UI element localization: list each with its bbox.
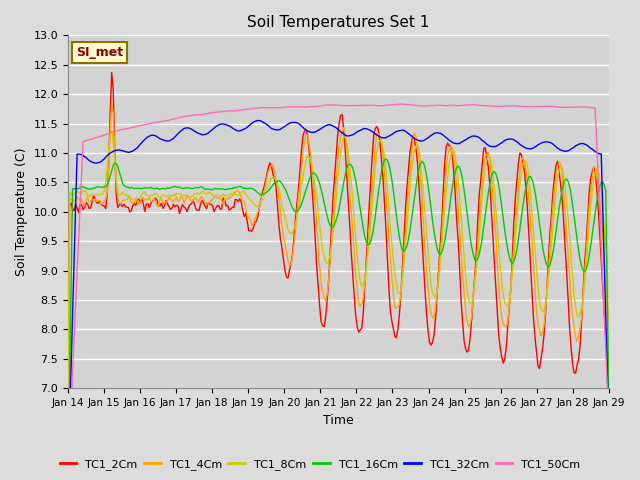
Text: SI_met: SI_met bbox=[76, 46, 124, 59]
X-axis label: Time: Time bbox=[323, 414, 354, 427]
Legend: TC1_2Cm, TC1_4Cm, TC1_8Cm, TC1_16Cm, TC1_32Cm, TC1_50Cm: TC1_2Cm, TC1_4Cm, TC1_8Cm, TC1_16Cm, TC1… bbox=[55, 455, 585, 474]
Y-axis label: Soil Temperature (C): Soil Temperature (C) bbox=[15, 147, 28, 276]
Title: Soil Temperatures Set 1: Soil Temperatures Set 1 bbox=[247, 15, 429, 30]
